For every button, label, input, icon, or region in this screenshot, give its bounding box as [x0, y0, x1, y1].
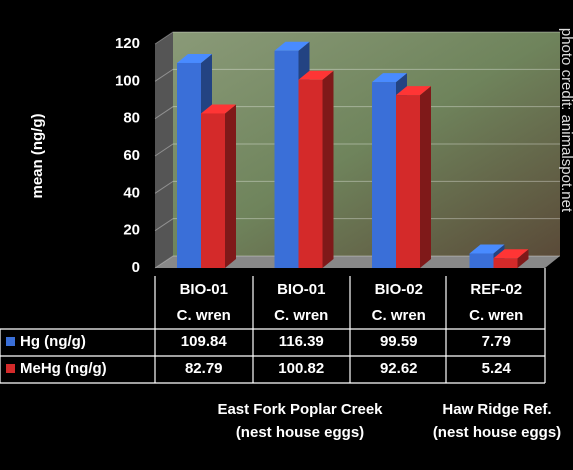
bar-side — [420, 86, 431, 268]
bar — [396, 95, 420, 268]
grid-line — [154, 68, 560, 82]
bar-side — [225, 104, 236, 268]
bar — [469, 253, 494, 268]
y-tick-label: 0 — [132, 259, 140, 276]
photo-credit: photo credit: animalspot.net — [558, 28, 573, 213]
bar — [274, 50, 299, 269]
bar — [298, 79, 323, 268]
x-tick-label: BIO-01 — [277, 281, 325, 298]
x-tick-sublabel: C. wren — [372, 307, 426, 324]
bar-side — [322, 70, 334, 268]
grid-line — [154, 31, 560, 45]
legend-swatch — [6, 364, 15, 373]
table-value: 5.24 — [482, 360, 512, 377]
side-wall — [155, 32, 173, 268]
table-value: 116.39 — [279, 333, 324, 350]
y-axis-title: mean (ng/g) — [29, 113, 46, 198]
bar — [177, 62, 201, 268]
bar — [201, 113, 225, 268]
back-wall-photo — [173, 32, 560, 256]
x-tick-label: REF-02 — [470, 281, 522, 298]
bar-top — [177, 53, 212, 63]
table-value: 109.84 — [181, 333, 228, 350]
bar-top — [274, 41, 310, 51]
group-label: Haw Ridge Ref. — [442, 401, 551, 418]
y-tick-label: 60 — [123, 147, 140, 164]
bar-side — [517, 249, 529, 268]
legend-swatch — [6, 337, 15, 346]
group-sublabel: (nest house eggs) — [236, 424, 364, 441]
bar-top — [469, 244, 505, 254]
floor — [155, 256, 560, 268]
table-value: 7.79 — [482, 333, 511, 350]
x-tick-sublabel: C. wren — [274, 307, 328, 324]
data-table — [0, 268, 546, 384]
y-tick-label: 20 — [123, 222, 140, 239]
y-tick-label: 40 — [123, 184, 140, 201]
legend-label: MeHg (ng/g) — [20, 360, 107, 377]
table-value: 99.59 — [380, 333, 418, 350]
bar — [372, 82, 396, 268]
bar — [493, 258, 518, 268]
legend-label: Hg (ng/g) — [20, 333, 86, 350]
bar-top — [298, 70, 334, 80]
x-tick-label: BIO-02 — [375, 281, 423, 298]
x-tick-label: BIO-01 — [180, 281, 228, 298]
y-tick-label: 100 — [115, 72, 140, 89]
table-value: 100.82 — [278, 360, 324, 377]
group-sublabel: (nest house eggs) — [433, 424, 561, 441]
y-tick-label: 80 — [123, 110, 140, 127]
table-value: 92.62 — [380, 360, 418, 377]
bar-top — [201, 104, 236, 114]
bar-top — [396, 86, 431, 96]
group-label: East Fork Poplar Creek — [217, 401, 383, 418]
table-value: 82.79 — [185, 360, 223, 377]
x-tick-sublabel: C. wren — [177, 307, 231, 324]
bar-top — [493, 249, 529, 259]
y-tick-label: 120 — [115, 35, 140, 52]
x-tick-sublabel: C. wren — [469, 307, 523, 324]
bar-top — [372, 73, 407, 83]
